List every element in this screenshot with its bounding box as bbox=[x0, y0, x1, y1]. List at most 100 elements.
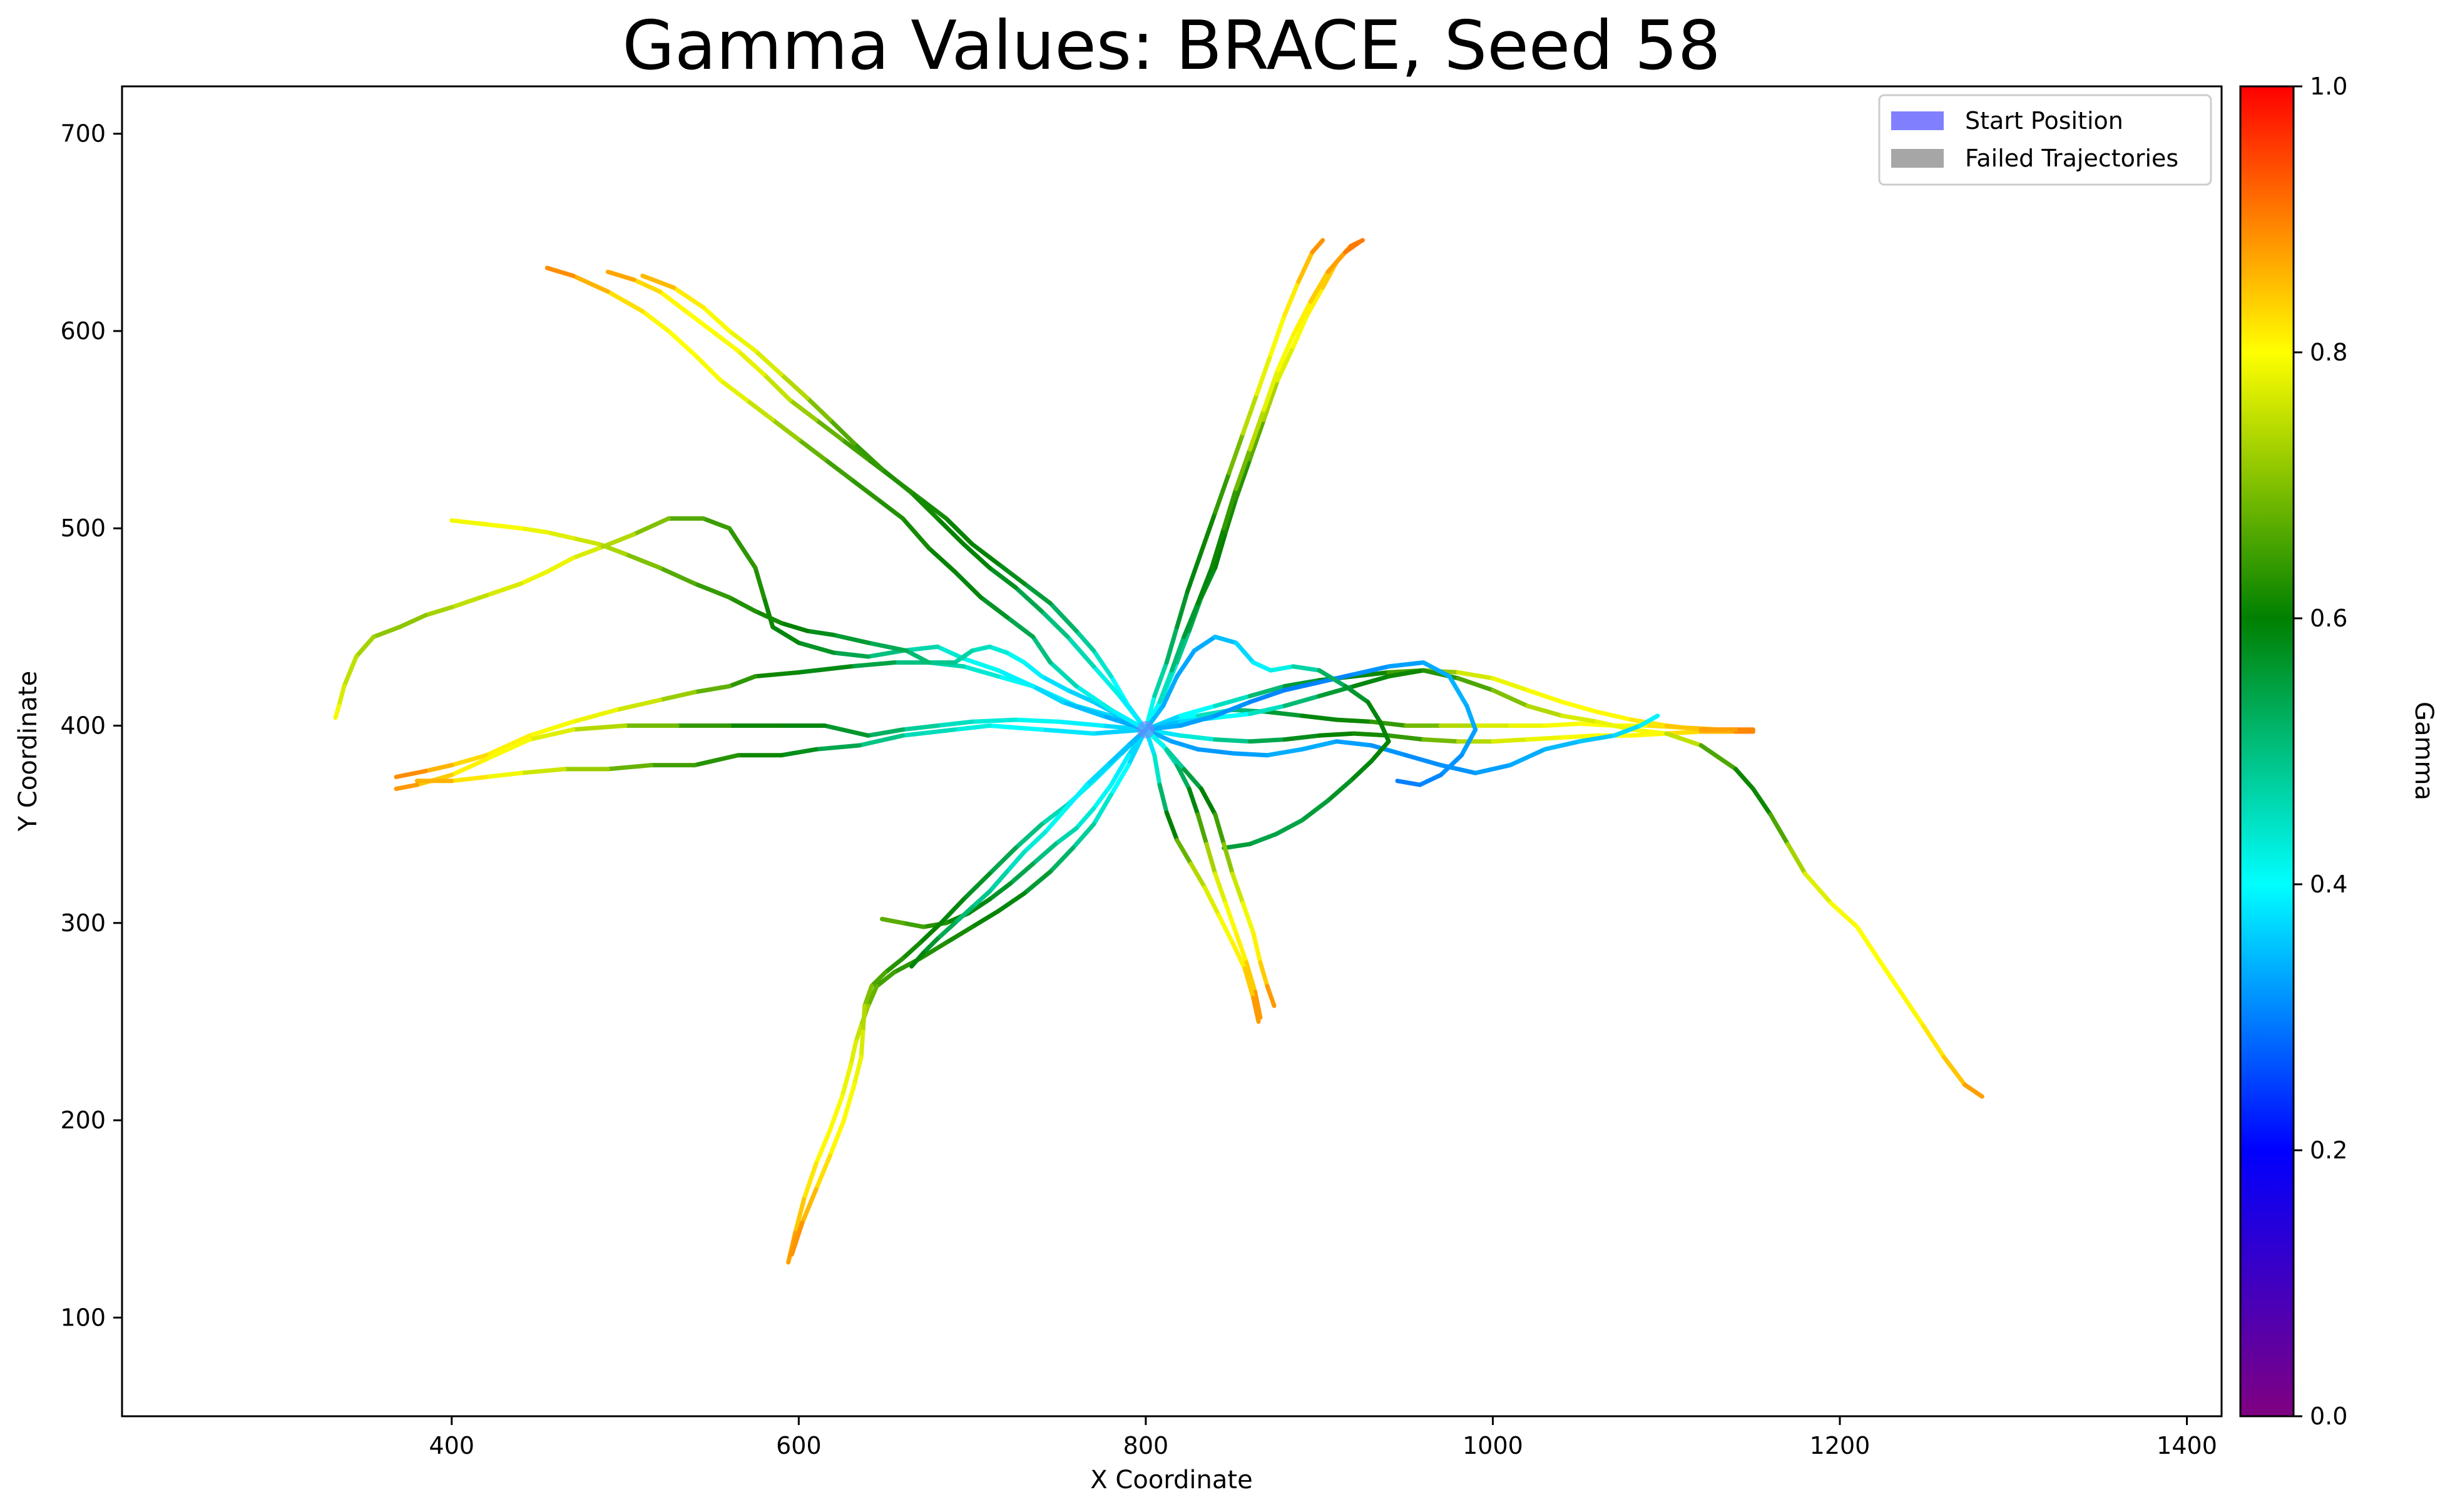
legend-label-start-position: Start Position bbox=[1965, 107, 2123, 135]
trajectory-segment bbox=[944, 924, 975, 945]
trajectory-1 bbox=[394, 660, 1148, 779]
trajectory-segment bbox=[1282, 279, 1301, 318]
trajectory-segment bbox=[683, 309, 715, 334]
trajectory-segment bbox=[333, 703, 342, 720]
trajectory-segment bbox=[1213, 700, 1252, 718]
trajectory-segment bbox=[1233, 457, 1252, 501]
trajectory-segment bbox=[484, 737, 533, 762]
trajectory-segment bbox=[1175, 589, 1190, 630]
trajectory-segment bbox=[1013, 822, 1044, 850]
trajectory-segment bbox=[1164, 747, 1187, 772]
trajectory-segment bbox=[970, 542, 1001, 566]
trajectory-segment bbox=[1464, 703, 1478, 732]
trajectory-segment bbox=[862, 984, 874, 1008]
trajectory-segment bbox=[1543, 721, 1582, 728]
trajectory-segment bbox=[987, 644, 1009, 655]
trajectory-segment bbox=[1876, 956, 1903, 994]
trajectory-segment bbox=[1213, 712, 1252, 720]
plot-area bbox=[122, 86, 2222, 1416]
trajectory-18 bbox=[1143, 635, 1391, 850]
trajectory-segment bbox=[519, 767, 567, 775]
trajectory-5 bbox=[449, 518, 1148, 732]
trajectory-segment bbox=[1022, 830, 1048, 854]
trajectory-segment bbox=[1230, 751, 1270, 758]
trajectory-segment bbox=[874, 970, 897, 989]
trajectory-segment bbox=[1192, 635, 1218, 653]
trajectory-segment bbox=[944, 516, 975, 546]
trajectory-segment bbox=[528, 719, 576, 738]
trajectory-segment bbox=[796, 664, 853, 675]
trajectory-segment bbox=[1421, 668, 1461, 681]
trajectory-segment bbox=[796, 437, 827, 462]
trajectory-segment bbox=[1265, 747, 1304, 758]
trajectory-segment bbox=[1459, 727, 1478, 758]
trajectory-segment bbox=[1352, 674, 1391, 688]
trajectory-segment bbox=[857, 733, 906, 748]
trajectory-segment bbox=[1230, 940, 1247, 971]
trajectory-segment bbox=[827, 417, 857, 446]
trajectory-segment bbox=[1074, 628, 1096, 653]
trajectory-segment bbox=[1175, 837, 1193, 866]
trajectory-segment bbox=[1013, 717, 1061, 724]
trajectory-segment bbox=[854, 1023, 864, 1044]
trajectory-segment bbox=[1638, 713, 1660, 728]
trajectory-segment bbox=[1664, 731, 1703, 748]
x-tick-label: 400 bbox=[429, 1432, 475, 1459]
trajectory-segment bbox=[614, 698, 662, 712]
trajectory-segment bbox=[1855, 924, 1881, 961]
trajectory-segment bbox=[1247, 703, 1287, 717]
trajectory-segment bbox=[1213, 530, 1228, 570]
trajectory-segment bbox=[1039, 727, 1096, 736]
trajectories bbox=[333, 238, 1984, 1265]
x-tick-label: 800 bbox=[1123, 1432, 1169, 1459]
trajectory-segment bbox=[692, 684, 732, 695]
trajectory-segment bbox=[423, 763, 454, 774]
trajectory-segment bbox=[1456, 676, 1495, 693]
trajectory-segment bbox=[814, 743, 862, 752]
trajectory-segment bbox=[1048, 601, 1079, 633]
trajectory-segment bbox=[926, 546, 957, 575]
y-axis-label: Y Coordinate bbox=[14, 671, 43, 832]
trajectory-segment bbox=[901, 516, 931, 551]
trajectory-segment bbox=[449, 757, 489, 777]
trajectory-segment bbox=[1325, 779, 1353, 803]
trajectory-segment bbox=[1048, 660, 1079, 688]
trajectory-segment bbox=[1595, 719, 1634, 732]
trajectory-segment bbox=[1230, 871, 1245, 906]
trajectory-segment bbox=[1091, 782, 1113, 811]
trajectory-segment bbox=[1300, 713, 1339, 722]
trajectory-segment bbox=[1105, 743, 1131, 768]
trajectory-segment bbox=[1222, 842, 1235, 876]
trajectory-12 bbox=[1143, 707, 1755, 732]
trajectory-segment bbox=[337, 684, 347, 708]
trajectory-segment bbox=[1629, 727, 1669, 736]
trajectory-segment bbox=[1365, 700, 1382, 724]
trajectory-segment bbox=[484, 522, 524, 531]
trajectory-segment bbox=[1175, 628, 1192, 665]
trajectory-segment bbox=[1254, 352, 1273, 397]
trajectory-segment bbox=[1785, 842, 1807, 876]
trajectory-segment bbox=[1317, 672, 1357, 685]
trajectory-segment bbox=[1317, 731, 1357, 738]
trajectory-segment bbox=[1213, 471, 1232, 515]
trajectory-segment bbox=[1803, 871, 1834, 906]
y-tick-label: 500 bbox=[60, 514, 106, 542]
trajectory-segment bbox=[1170, 635, 1187, 673]
trajectory-segment bbox=[1317, 668, 1348, 688]
trajectory-segment bbox=[796, 640, 836, 655]
trajectory-segment bbox=[1031, 635, 1053, 665]
x-tick-label: 600 bbox=[776, 1432, 822, 1459]
trajectory-3 bbox=[414, 723, 1148, 784]
trajectory-segment bbox=[571, 273, 610, 294]
trajectory-segment bbox=[1265, 984, 1277, 1008]
trajectory-segment bbox=[1577, 733, 1616, 744]
trajectory-segment bbox=[1308, 269, 1330, 304]
trajectory-segment bbox=[762, 372, 792, 402]
trajectory-segment bbox=[449, 518, 489, 527]
trajectory-segment bbox=[1031, 684, 1065, 705]
trajectory-segment bbox=[354, 635, 376, 659]
trajectory-segment bbox=[1291, 313, 1310, 349]
trajectory-segment bbox=[970, 644, 992, 653]
trajectory-segment bbox=[449, 753, 489, 768]
trajectory-segment bbox=[744, 397, 775, 422]
